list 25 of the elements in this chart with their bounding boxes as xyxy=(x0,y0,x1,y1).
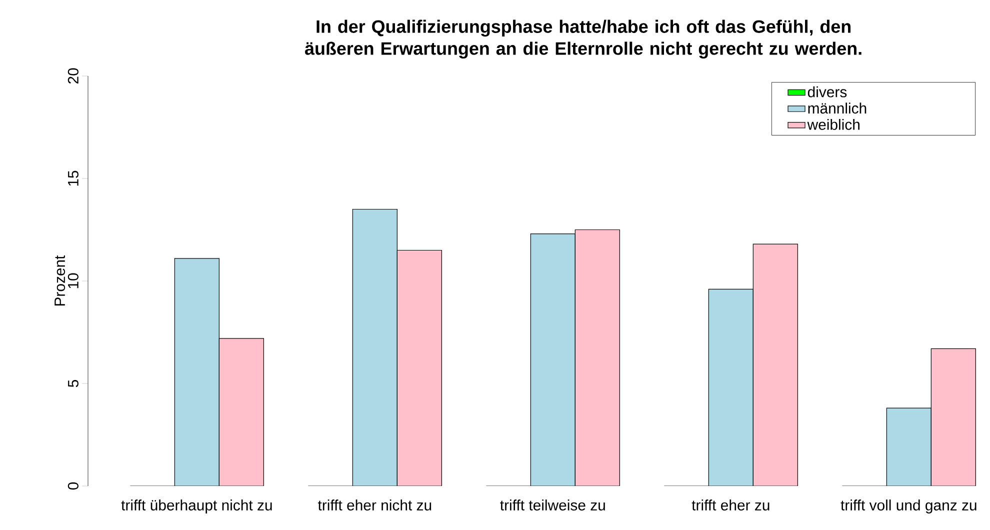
bar xyxy=(886,408,932,486)
x-tick-label: trifft eher zu xyxy=(692,500,770,510)
legend-label: männlich xyxy=(808,102,866,114)
bar xyxy=(930,348,976,486)
chart-title: In der Qualifizierungsphase hatte/habe ich oft das Gefühl, den äußeren Erwartungen an die Elternrolle nicht gerecht zu werden. xyxy=(305,20,862,58)
bar xyxy=(396,250,442,486)
bar xyxy=(530,234,576,486)
bar xyxy=(752,244,798,486)
x-tick-label: trifft eher nicht zu xyxy=(318,500,432,510)
x-tick-label: trifft voll und ganz zu xyxy=(840,500,976,514)
legend-label: divers xyxy=(808,86,847,98)
y-tick-label: 20 xyxy=(68,68,78,84)
y-tick-label: 15 xyxy=(68,170,78,186)
bar xyxy=(574,229,620,486)
bar xyxy=(708,288,754,486)
y-tick-label: 0 xyxy=(68,482,78,490)
y-tick-label: 5 xyxy=(68,380,78,388)
x-tick-label: trifft teilweise zu xyxy=(500,500,605,510)
legend-label: weiblich xyxy=(807,118,860,130)
bar xyxy=(174,258,220,486)
x-tick-label: trifft überhaupt nicht zu xyxy=(121,500,272,514)
bar xyxy=(352,208,398,486)
y-tick-label: 10 xyxy=(68,273,78,288)
bar xyxy=(219,338,264,486)
y-axis-title: Prozent xyxy=(54,255,66,306)
